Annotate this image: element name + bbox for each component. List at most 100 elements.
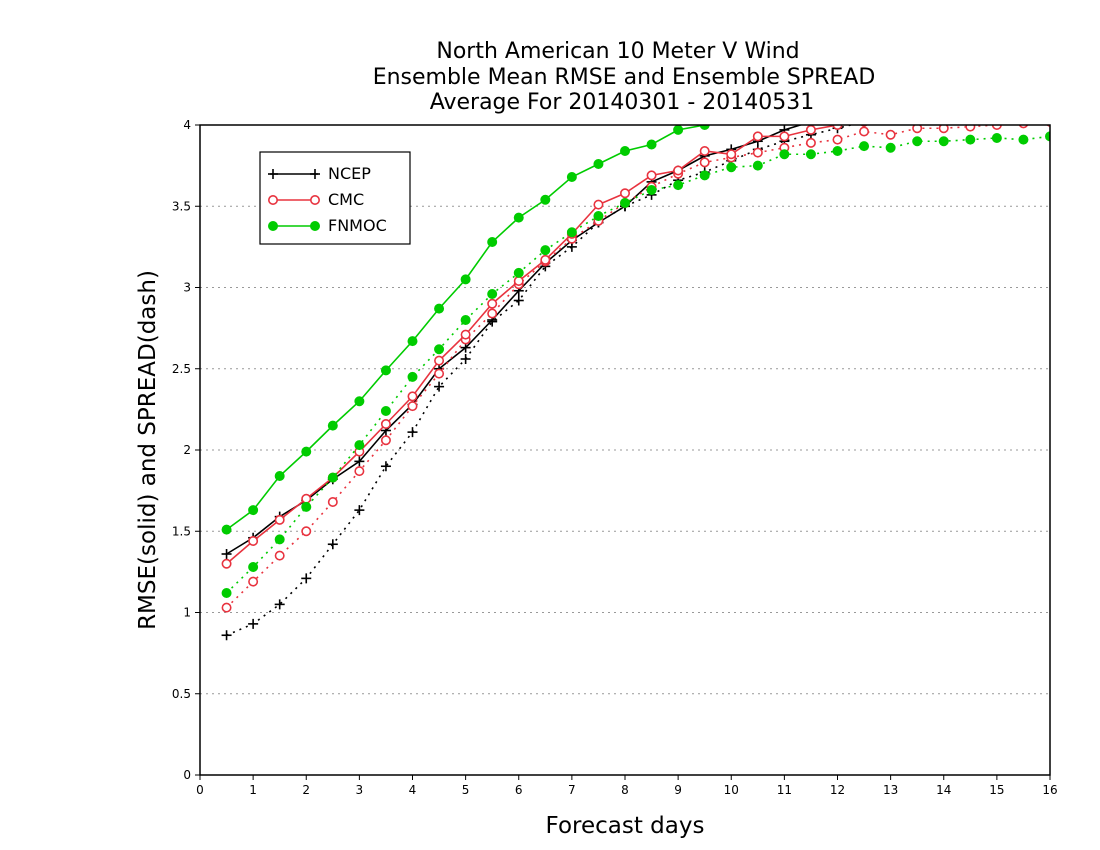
x-tick-label: 7 [568, 783, 576, 797]
fnmoc-rmse-point [966, 86, 975, 95]
cmc-spread-point [859, 126, 870, 137]
y-tick-label: 1 [183, 606, 191, 620]
cmc-rmse-point [940, 111, 948, 119]
fnmoc-spread-point [354, 440, 365, 451]
cmc-spread-line [226, 125, 1010, 609]
fnmoc-rmse-point [274, 471, 285, 481]
legend-marker [310, 169, 320, 179]
cmc-spread-point [1018, 125, 1029, 129]
axis-ticks: 00.511.522.533.540 1 2 3 4 5 6 7 8 9 10 11 12 13 14 15 1… [172, 118, 1058, 797]
fnmoc-spread-series [221, 131, 1050, 598]
ncep-rmse-point [886, 104, 896, 114]
cmc-rmse-point [1019, 105, 1027, 113]
fnmoc-spread-point [1045, 131, 1050, 142]
fnmoc-rmse-point [407, 336, 418, 347]
fnmoc-spread-point [434, 344, 445, 355]
fnmoc-spread-point [460, 315, 471, 325]
y-tick-label: 4 [183, 118, 191, 132]
fnmoc-rmse-point [886, 93, 895, 102]
fnmoc-rmse-point [593, 159, 604, 169]
ncep-rmse-point [859, 107, 869, 117]
fnmoc-spread-point [540, 245, 551, 256]
fnmoc-rmse-point [460, 274, 471, 285]
y-tick-label: 0.5 [172, 687, 191, 701]
plot-series [221, 82, 1055, 641]
cmc-spread-point [380, 435, 391, 446]
x-tick-label: 14 [936, 783, 951, 797]
fnmoc-rmse-point [1046, 82, 1055, 91]
cmc-spread-point [965, 125, 976, 132]
fnmoc-rmse-series [221, 82, 1055, 535]
ncep-spread-point [513, 295, 524, 306]
fnmoc-spread-point [965, 134, 976, 145]
cmc-rmse-point [913, 113, 921, 121]
cmc-spread-point [434, 368, 445, 379]
legend-marker [310, 221, 320, 231]
cmc-rmse-point [487, 298, 498, 309]
chart-title: North American 10 Meter V Wind Ensemble … [373, 39, 876, 115]
fnmoc-spread-point [248, 562, 259, 572]
cmc-spread-point [248, 576, 259, 587]
fnmoc-spread-point [380, 406, 391, 416]
x-tick-label: 8 [621, 783, 629, 797]
ncep-rmse-point [912, 99, 922, 109]
cmc-spread-point [912, 125, 923, 134]
cmc-spread-point [938, 125, 949, 134]
fnmoc-spread-point [566, 227, 577, 238]
fnmoc-spread-point [726, 162, 737, 173]
cmc-rmse-point [274, 514, 285, 525]
fnmoc-rmse-point [434, 303, 445, 314]
fnmoc-rmse-point [566, 172, 577, 182]
cmc-rmse-point [699, 146, 710, 157]
ncep-spread-point [1045, 89, 1055, 99]
ncep-spread-point [992, 96, 1002, 106]
cmc-rmse-point [619, 188, 630, 199]
fnmoc-rmse-point [860, 95, 869, 104]
cmc-rmse-point [460, 329, 471, 340]
x-tick-label: 5 [462, 783, 470, 797]
y-tick-label: 3 [183, 281, 191, 295]
cmc-rmse-point [646, 170, 657, 181]
cmc-rmse-point [752, 131, 763, 142]
ncep-rmse-point [354, 456, 365, 467]
ncep-spread-point [301, 573, 312, 584]
fnmoc-spread-point [1018, 134, 1029, 145]
cmc-rmse-point [407, 391, 418, 402]
fnmoc-rmse-point [699, 125, 710, 130]
cmc-rmse-point [726, 149, 737, 160]
ncep-spread-point [886, 112, 896, 122]
x-tick-label: 13 [883, 783, 898, 797]
fnmoc-spread-point [912, 136, 923, 147]
legend-marker [309, 195, 320, 206]
cmc-rmse-point [889, 125, 892, 126]
fnmoc-spread-point [513, 267, 524, 278]
cmc-spread-point [487, 308, 498, 319]
fnmoc-spread-point [301, 501, 312, 512]
fnmoc-rmse-point [992, 85, 1001, 94]
cmc-rmse-point [301, 493, 312, 504]
cmc-rmse-point [993, 106, 1001, 114]
fnmoc-spread-point [646, 185, 657, 195]
cmc-rmse-point [221, 558, 232, 569]
legend-item-fnmoc: FNMOC [268, 216, 387, 235]
ncep-spread-point [327, 539, 338, 550]
fnmoc-rmse-point [646, 139, 657, 150]
cmc-rmse-point [966, 108, 974, 116]
ncep-spread-point [274, 599, 285, 610]
fnmoc-rmse-point [939, 88, 948, 97]
fnmoc-rmse-point [540, 194, 551, 205]
ncep-spread-point [221, 630, 232, 641]
ncep-rmse-line [226, 125, 804, 555]
fnmoc-spread-point [832, 146, 843, 156]
fnmoc-rmse-point [673, 125, 684, 135]
fnmoc-rmse-point [913, 91, 922, 100]
fnmoc-spread-point [407, 371, 418, 382]
cmc-spread-point [274, 550, 285, 561]
x-tick-label: 12 [830, 783, 845, 797]
fnmoc-spread-point [991, 133, 1002, 143]
cmc-rmse-point [1046, 103, 1054, 111]
x-tick-label: 1 [249, 783, 257, 797]
y-tick-label: 1.5 [172, 524, 191, 538]
cmc-spread-point [221, 602, 232, 613]
